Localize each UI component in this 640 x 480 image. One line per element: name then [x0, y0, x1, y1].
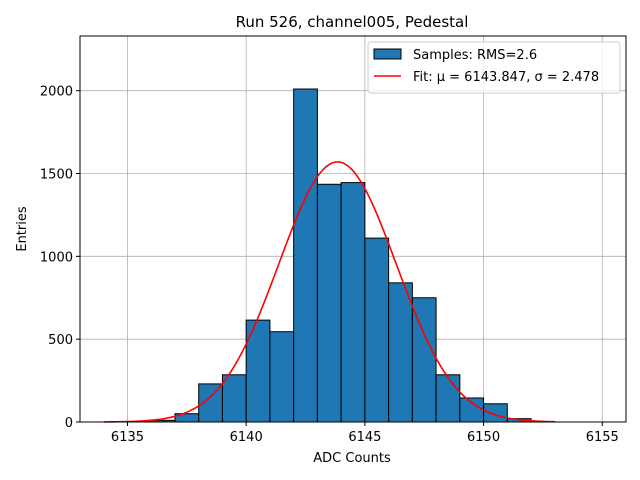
histogram-bars — [126, 88, 556, 423]
y-tick-label: 1000 — [40, 250, 73, 265]
histogram-bar — [388, 282, 413, 423]
histogram-bar — [269, 331, 295, 423]
x-tick-label: 6140 — [230, 430, 263, 445]
y-tick-label: 500 — [48, 333, 73, 348]
histogram-bar — [316, 183, 342, 423]
y-tick-label: 1500 — [40, 168, 73, 183]
x-tick-label: 6155 — [586, 430, 619, 445]
x-axis-ticks: 6135 6140 6145 6150 6155 — [111, 422, 619, 445]
histogram-bar — [459, 397, 485, 423]
fit-curve — [103, 161, 555, 423]
fit-curve-layer — [103, 161, 555, 423]
histogram-bar — [483, 403, 508, 423]
histogram-bar — [340, 182, 366, 423]
legend-label-fit: Fit: μ = 6143.847, σ = 2.478 — [413, 70, 599, 85]
plot-frame — [79, 35, 627, 423]
y-tick-label: 2000 — [40, 85, 73, 100]
y-axis-ticks: 0 500 1000 1500 2000 — [40, 85, 80, 431]
histogram-bar — [435, 374, 461, 423]
histogram-bar — [293, 88, 318, 423]
x-tick-label: 6135 — [111, 430, 144, 445]
legend-swatch-samples — [373, 48, 402, 60]
x-axis-label: ADC Counts — [313, 451, 391, 466]
legend-box — [367, 41, 621, 94]
legend-label-samples: Samples: RMS=2.6 — [413, 48, 537, 63]
y-axis-label: Entries — [15, 206, 30, 252]
x-tick-label: 6150 — [467, 430, 500, 445]
y-tick-label: 0 — [65, 416, 73, 431]
histogram-bar — [221, 374, 247, 423]
legend: Samples: RMS=2.6 Fit: μ = 6143.847, σ = … — [367, 41, 621, 94]
chart-title: Run 526, channel005, Pedestal — [236, 13, 469, 31]
histogram-bar — [364, 237, 390, 423]
x-tick-label: 6145 — [348, 430, 381, 445]
